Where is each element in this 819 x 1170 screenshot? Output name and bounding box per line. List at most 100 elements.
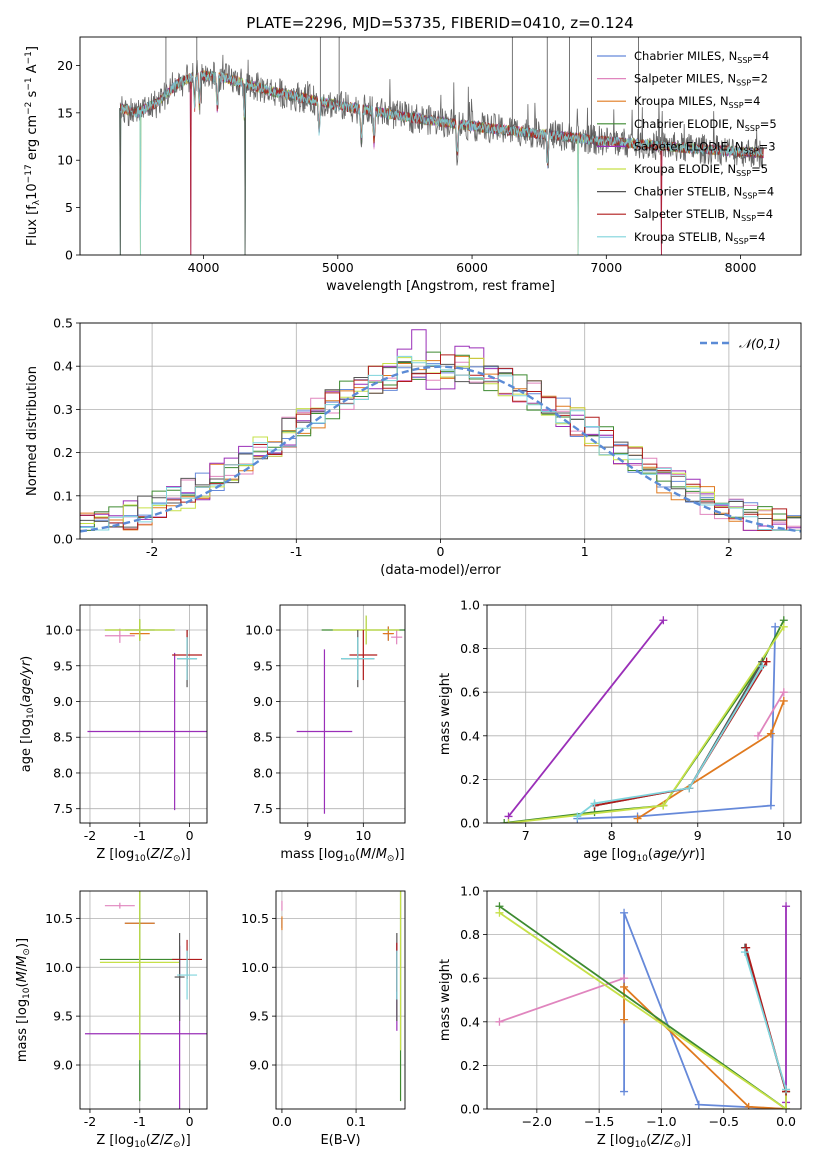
x-tick-label: 9 (694, 828, 702, 843)
x-tick-label: −2.0 (522, 1114, 552, 1129)
weight-marker (771, 622, 780, 631)
legend-count: =4 (752, 49, 769, 63)
spectrum-panel: 4000 5000 6000 7000 8000 0 5 10 15 20 wavelength [… (24, 36, 802, 294)
axes: 4000 5000 6000 7000 8000 0 5 10 15 20 (57, 36, 802, 275)
weight-series-2 (633, 696, 788, 823)
plot-area (80, 329, 801, 533)
axes: -2 -1 0 7.5 8.0 8.5 9.0 9.5 10.0 (45, 604, 208, 843)
y-axis-label: age [log10(age/yr) (19, 656, 36, 773)
y-tick-label: 9.0 (53, 694, 73, 709)
legend-count: =5 (751, 162, 768, 176)
label-part: 10 (134, 854, 146, 864)
x-axis-label: Z [log10(Z/Z⊙)] (96, 847, 190, 864)
errorbar-point-5 (332, 615, 400, 645)
legend-sub: SSP (736, 169, 751, 178)
y-tick-label: 0.4 (53, 359, 73, 374)
legend-count: =4 (756, 207, 773, 221)
x-axis-label: E(B-V) (320, 1133, 360, 1148)
hist-step-5 (80, 357, 801, 531)
x-tick-label: 7000 (590, 260, 622, 275)
x-axis-label: mass [log10(M/M⊙)] (280, 847, 404, 864)
plot-area (495, 902, 791, 1109)
label-part: M (15, 971, 30, 982)
y-tick-label: 9.0 (249, 1058, 269, 1073)
axes: 7 8 9 10 0.0 0.2 0.4 0.6 0.8 1.0 (460, 598, 802, 843)
weight-marker (620, 1015, 629, 1024)
label-part: −1 (24, 51, 34, 64)
weight-marker (782, 1105, 791, 1109)
weight-series-4 (504, 616, 668, 821)
weight-marker (659, 801, 668, 810)
weight-marker (573, 812, 582, 821)
label-part: 10 (22, 987, 32, 999)
label-part: )] (681, 1133, 691, 1148)
legend-entry-1: Salpeter MILES, NSSP=2 (634, 72, 768, 88)
errorbar-point-2 (382, 626, 394, 641)
legend-count: =4 (744, 94, 761, 108)
y-tick-label: 9.0 (53, 1058, 73, 1073)
weight-series-1 (495, 974, 629, 1026)
y-tick-label: 0.6 (460, 971, 480, 986)
legend-label: Chabrier MILES, N (634, 49, 737, 63)
legend-label: Salpeter ELODIE, N (634, 139, 744, 153)
weight-line (637, 700, 785, 820)
age-vs-metallicity-panel: -2 -1 07.58.08.59.09.510.0 Z [log10(Z/Z⊙)] a… (19, 604, 208, 864)
x-tick-label: -2 (84, 828, 96, 843)
y-tick-label: 5 (65, 200, 73, 215)
legend-entry-5: Kroupa ELODIE, NSSP=5 (634, 162, 768, 178)
label-part: / (160, 1133, 165, 1148)
axes-frame (279, 604, 406, 824)
x-tick-label: −1.0 (646, 1114, 676, 1129)
legend-label: Chabrier STELIB, N (634, 185, 742, 199)
label-part: Z (650, 1133, 661, 1148)
x-tick-label: 6000 (456, 260, 488, 275)
massweight-vs-metallicity-panel: −2.0 −1.5 −1.0 −0.5 0.0 0.0 0.2 0.4 0.6 0.8 1.0 Z [… (438, 884, 802, 1150)
label-part: wavelength [Angstrom, rest frame] (326, 279, 555, 294)
label-part: ( (146, 1133, 151, 1148)
legend-entry-4: Salpeter ELODIE, NSSP=3 (634, 139, 776, 155)
plot-area (87, 619, 207, 811)
x-tick-label: 0 (437, 544, 445, 559)
y-tick-label: 0.5 (53, 316, 73, 331)
weight-line (498, 912, 787, 1109)
weight-line (499, 977, 625, 1023)
x-axis-label: age [log10(age/yr)] (583, 847, 705, 864)
y-tick-label: 10.0 (45, 623, 73, 638)
label-part: M (360, 847, 371, 862)
weight-marker (620, 908, 629, 917)
label-part: M (376, 847, 387, 862)
legend-entry-0: Chabrier MILES, NSSP=4 (634, 49, 769, 65)
legend-entry-2: Kroupa MILES, NSSP=4 (634, 94, 760, 110)
weight-marker (740, 948, 749, 957)
y-tick-label: 0.0 (460, 1102, 480, 1117)
weight-marker (694, 1100, 703, 1109)
label-part: λ (32, 199, 42, 205)
y-tick-label: 0 (65, 248, 73, 263)
label-part: )] (394, 847, 404, 862)
legend-count: =4 (749, 230, 766, 244)
weight-marker (779, 622, 788, 631)
label-part: −2 (24, 102, 34, 115)
plot-area (119, 37, 764, 255)
label-part: erg cm (25, 115, 40, 164)
weight-marker (495, 908, 504, 917)
label-part: mass [log (15, 999, 30, 1062)
legend-sub: SSP (744, 146, 759, 155)
weight-marker (779, 688, 788, 697)
y-tick-label: 10 (57, 153, 73, 168)
label-part: −17 (24, 164, 34, 183)
label-part: Z [log (96, 847, 134, 862)
label-part: Z [log (597, 1133, 635, 1148)
label-part: ( (19, 702, 34, 707)
x-tick-label: 0.0 (272, 1114, 292, 1129)
errorbar-point-5 (104, 619, 175, 641)
legend-entry-6: Chabrier STELIB, NSSP=4 (634, 185, 774, 201)
weight-series-5 (495, 908, 791, 1109)
x-tick-label: 0.0 (776, 1114, 796, 1129)
weight-line (576, 665, 764, 818)
label-part: 10 (25, 183, 40, 200)
weight-marker (742, 943, 751, 952)
weight-marker (744, 1102, 753, 1109)
label-part: Z (664, 1133, 675, 1148)
label-part: 10 (134, 1140, 146, 1150)
